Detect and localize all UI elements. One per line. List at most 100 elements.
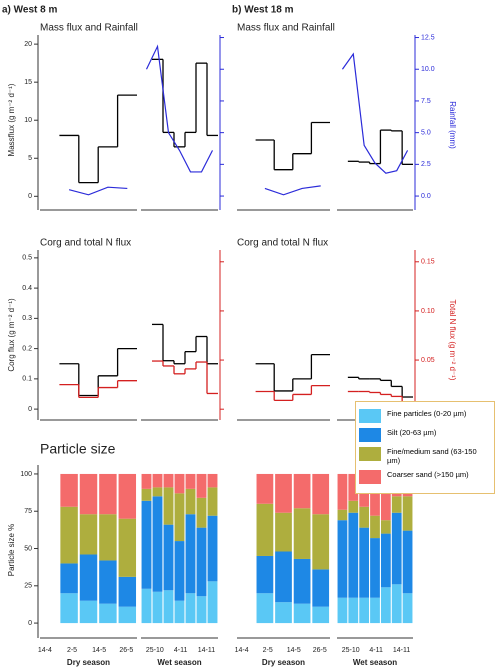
- bar-segment: [370, 473, 380, 516]
- bar-segment: [60, 563, 78, 594]
- column-title: a) West 8 m: [2, 5, 57, 16]
- y-tick-label: 50: [24, 545, 32, 552]
- bar-segment: [196, 473, 207, 498]
- bar-segment: [163, 487, 174, 525]
- bar-segment: [380, 520, 391, 534]
- y2-tick-label: 0.0: [421, 193, 431, 200]
- bar-segment: [99, 473, 117, 515]
- bar-segment: [174, 600, 185, 624]
- y-tick-label: 75: [24, 508, 32, 515]
- x-tick-label: 14-11: [393, 647, 410, 654]
- season-label: Dry season: [262, 658, 305, 667]
- bar-segment: [312, 606, 330, 624]
- x-tick-label: 14-4: [235, 647, 249, 654]
- panel-title: Corg and total N flux: [237, 238, 328, 249]
- bar-segment: [118, 473, 137, 519]
- column-title: b) West 18 m: [232, 5, 294, 16]
- y2-tick-label: 5.0: [421, 129, 431, 136]
- bar-segment: [163, 473, 174, 488]
- bar-segment: [60, 473, 78, 507]
- bar-segment: [337, 473, 348, 510]
- y-tick-label: 0: [28, 193, 32, 200]
- bar-segment: [391, 512, 402, 585]
- bar-segment: [312, 514, 330, 570]
- bar-segment: [207, 473, 218, 488]
- bar-segment: [99, 560, 117, 604]
- y-axis-label: Particle size %: [7, 524, 16, 576]
- bar-segment: [402, 530, 413, 594]
- season-label: Dry season: [67, 658, 110, 667]
- y-tick-label: 0.5: [22, 255, 32, 262]
- line: [341, 52, 409, 174]
- x-tick-label: 4-11: [369, 647, 383, 654]
- bar-segment: [152, 496, 163, 592]
- x-tick-label: 2-5: [67, 647, 77, 654]
- bar-segment: [337, 597, 348, 624]
- bar-segment: [207, 515, 218, 582]
- bar-segment: [380, 473, 391, 521]
- legend-label: Fine particles (0-20 µm): [387, 409, 467, 418]
- season-label: Wet season: [353, 658, 397, 667]
- bar-segment: [293, 558, 311, 604]
- bar-segment: [348, 473, 359, 501]
- y-tick-label: 10: [24, 117, 32, 124]
- y-tick-label: 5: [28, 155, 32, 162]
- bar-segment: [337, 509, 348, 521]
- y2-tick-label: 0.15: [421, 259, 435, 266]
- bar-segment: [391, 584, 402, 624]
- y-tick-label: 0.4: [22, 285, 32, 292]
- y2-tick-label: 12.5: [421, 34, 435, 41]
- bar-segment: [163, 590, 174, 624]
- bar-segment: [256, 503, 274, 556]
- bar-segment: [207, 581, 218, 624]
- bar-segment: [185, 593, 196, 624]
- bar-segment: [359, 597, 370, 624]
- bar-segment: [141, 500, 152, 589]
- y-tick-label: 100: [20, 471, 32, 478]
- legend-swatch: [359, 428, 381, 442]
- panel-title: Particle size: [40, 441, 116, 457]
- bar-segment: [141, 473, 152, 489]
- y2-axis-label: Rainfall (mm): [448, 101, 457, 149]
- bar-segment: [370, 597, 380, 624]
- bar-segment: [256, 473, 274, 504]
- bar-segment: [60, 593, 78, 624]
- bar-segment: [348, 500, 359, 513]
- bar-segment: [312, 569, 330, 607]
- y2-axis-label: Total N flux (g m⁻² d⁻¹): [448, 300, 457, 381]
- bar-segment: [293, 508, 311, 559]
- bar-segment: [275, 512, 292, 552]
- bar-segment: [185, 488, 196, 515]
- bar-segment: [391, 496, 402, 513]
- bar-segment: [185, 473, 196, 489]
- legend-label: Silt (20-63 µm): [387, 428, 437, 437]
- bar-segment: [118, 518, 137, 577]
- x-tick-label: 14-5: [287, 647, 301, 654]
- bar-segment: [141, 588, 152, 624]
- bar-segment: [312, 473, 330, 515]
- bar-segment: [152, 591, 163, 624]
- panel-title: Corg and total N flux: [40, 238, 131, 249]
- y-axis-label: Corg flux (g m⁻² d⁻¹): [7, 298, 16, 372]
- season-label: Wet season: [157, 658, 201, 667]
- bar-segment: [79, 514, 98, 555]
- x-tick-label: 26-5: [119, 647, 133, 654]
- bar-segment: [275, 473, 292, 513]
- bar-segment: [99, 603, 117, 624]
- legend-item: Coarser sand (>150 µm): [359, 470, 491, 484]
- bar-segment: [79, 554, 98, 601]
- bar-segment: [185, 514, 196, 594]
- bar-segment: [402, 496, 413, 531]
- legend-label: Fine/medium sand (63-150 µm): [387, 447, 477, 465]
- bar-segment: [275, 551, 292, 603]
- y2-tick-label: 0.10: [421, 308, 435, 315]
- bar-segment: [118, 576, 137, 607]
- x-tick-label: 4-11: [174, 647, 188, 654]
- bar-segment: [196, 596, 207, 624]
- bar-segment: [174, 493, 185, 542]
- legend-swatch: [359, 447, 381, 461]
- y2-tick-label: 0.05: [421, 357, 435, 364]
- bar-segment: [60, 506, 78, 564]
- bar-segment: [256, 593, 274, 624]
